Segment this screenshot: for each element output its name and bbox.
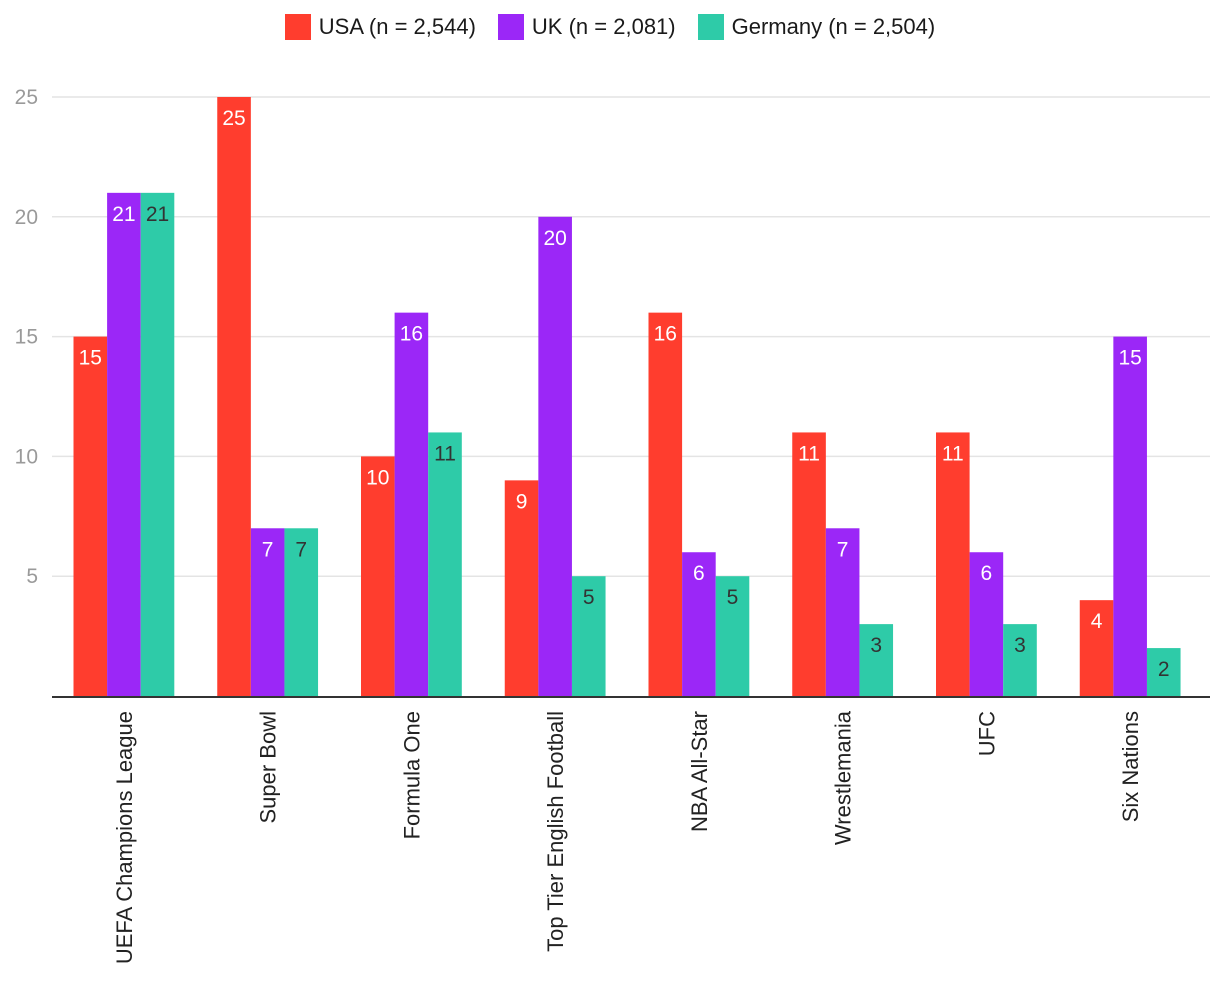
data-label: 21 (112, 203, 135, 226)
legend-item: UK (n = 2,081) (497, 14, 676, 40)
legend-item: USA (n = 2,544) (284, 14, 476, 40)
bar (284, 528, 319, 696)
data-label: 2 (1158, 658, 1170, 681)
bar (1113, 336, 1147, 696)
data-label: 7 (262, 538, 274, 561)
data-label: 6 (981, 562, 993, 585)
bar (715, 576, 750, 696)
legend-swatch (497, 14, 524, 40)
x-tick-label: Super Bowl (256, 711, 281, 824)
bar (682, 552, 716, 696)
y-axis-ticks: 5 10 15 20 25 (15, 86, 38, 588)
legend-label: USA (n = 2,544) (318, 14, 476, 39)
data-label: 11 (798, 442, 820, 465)
legend-item: Germany (n = 2,504) (697, 14, 936, 40)
x-tick-label: Six Nations (1118, 711, 1143, 822)
bar (859, 624, 894, 696)
y-tick-label: 5 (26, 565, 38, 588)
data-label: 10 (366, 466, 389, 489)
y-tick-label: 15 (15, 326, 38, 349)
legend-swatch (284, 14, 311, 40)
bar (825, 528, 860, 696)
bar (140, 192, 175, 696)
y-tick-label: 25 (15, 86, 38, 109)
data-label: 21 (146, 203, 169, 226)
data-label: 9 (516, 490, 528, 513)
data-label: 4 (1091, 610, 1103, 633)
bar (250, 528, 285, 696)
x-tick-label: Wrestlemania (831, 710, 856, 845)
data-label: 16 (654, 323, 677, 346)
data-label: 20 (543, 227, 566, 250)
data-label: 25 (222, 107, 245, 130)
data-label: 11 (434, 442, 456, 465)
x-axis: UEFA Champions League Super Bowl Formula O… (52, 696, 1210, 964)
data-label: 5 (727, 586, 739, 609)
x-tick-label: Formula One (399, 711, 424, 839)
bar (792, 432, 826, 696)
bar (504, 480, 539, 696)
x-tick-label: UFC (974, 711, 999, 756)
bar (648, 312, 683, 696)
x-tick-label: NBA All-Star (687, 711, 712, 832)
bar (394, 312, 429, 696)
data-label: 3 (1014, 634, 1026, 657)
legend-label: Germany (n = 2,504) (731, 14, 936, 39)
data-label: 5 (583, 586, 595, 609)
data-label: 7 (837, 538, 849, 561)
data-label: 15 (79, 347, 102, 370)
bar (571, 576, 606, 696)
bar (538, 216, 572, 697)
x-tick-label: Top Tier English Football (543, 711, 568, 952)
bars (73, 97, 1181, 697)
bar (361, 456, 395, 696)
bar (969, 552, 1004, 696)
data-label: 7 (295, 538, 307, 561)
data-label: 16 (400, 323, 423, 346)
bar (107, 192, 141, 696)
bar (73, 336, 108, 696)
y-tick-label: 20 (15, 206, 38, 229)
legend-label: UK (n = 2,081) (531, 14, 676, 39)
bar (936, 432, 970, 696)
bar (1146, 648, 1181, 696)
y-tick-label: 10 (15, 445, 38, 468)
legend-swatch (697, 14, 724, 40)
x-tick-label: UEFA Champions League (112, 711, 137, 964)
bar (1003, 624, 1037, 696)
data-label: 6 (693, 562, 705, 585)
data-label: 11 (942, 442, 964, 465)
bar (217, 97, 251, 696)
bar (1079, 600, 1114, 696)
legend: USA (n = 2,544) UK (n = 2,081) Germany (n … (0, 10, 1220, 44)
data-label: 3 (870, 634, 882, 657)
bar (428, 432, 462, 696)
data-label: 15 (1118, 347, 1141, 370)
